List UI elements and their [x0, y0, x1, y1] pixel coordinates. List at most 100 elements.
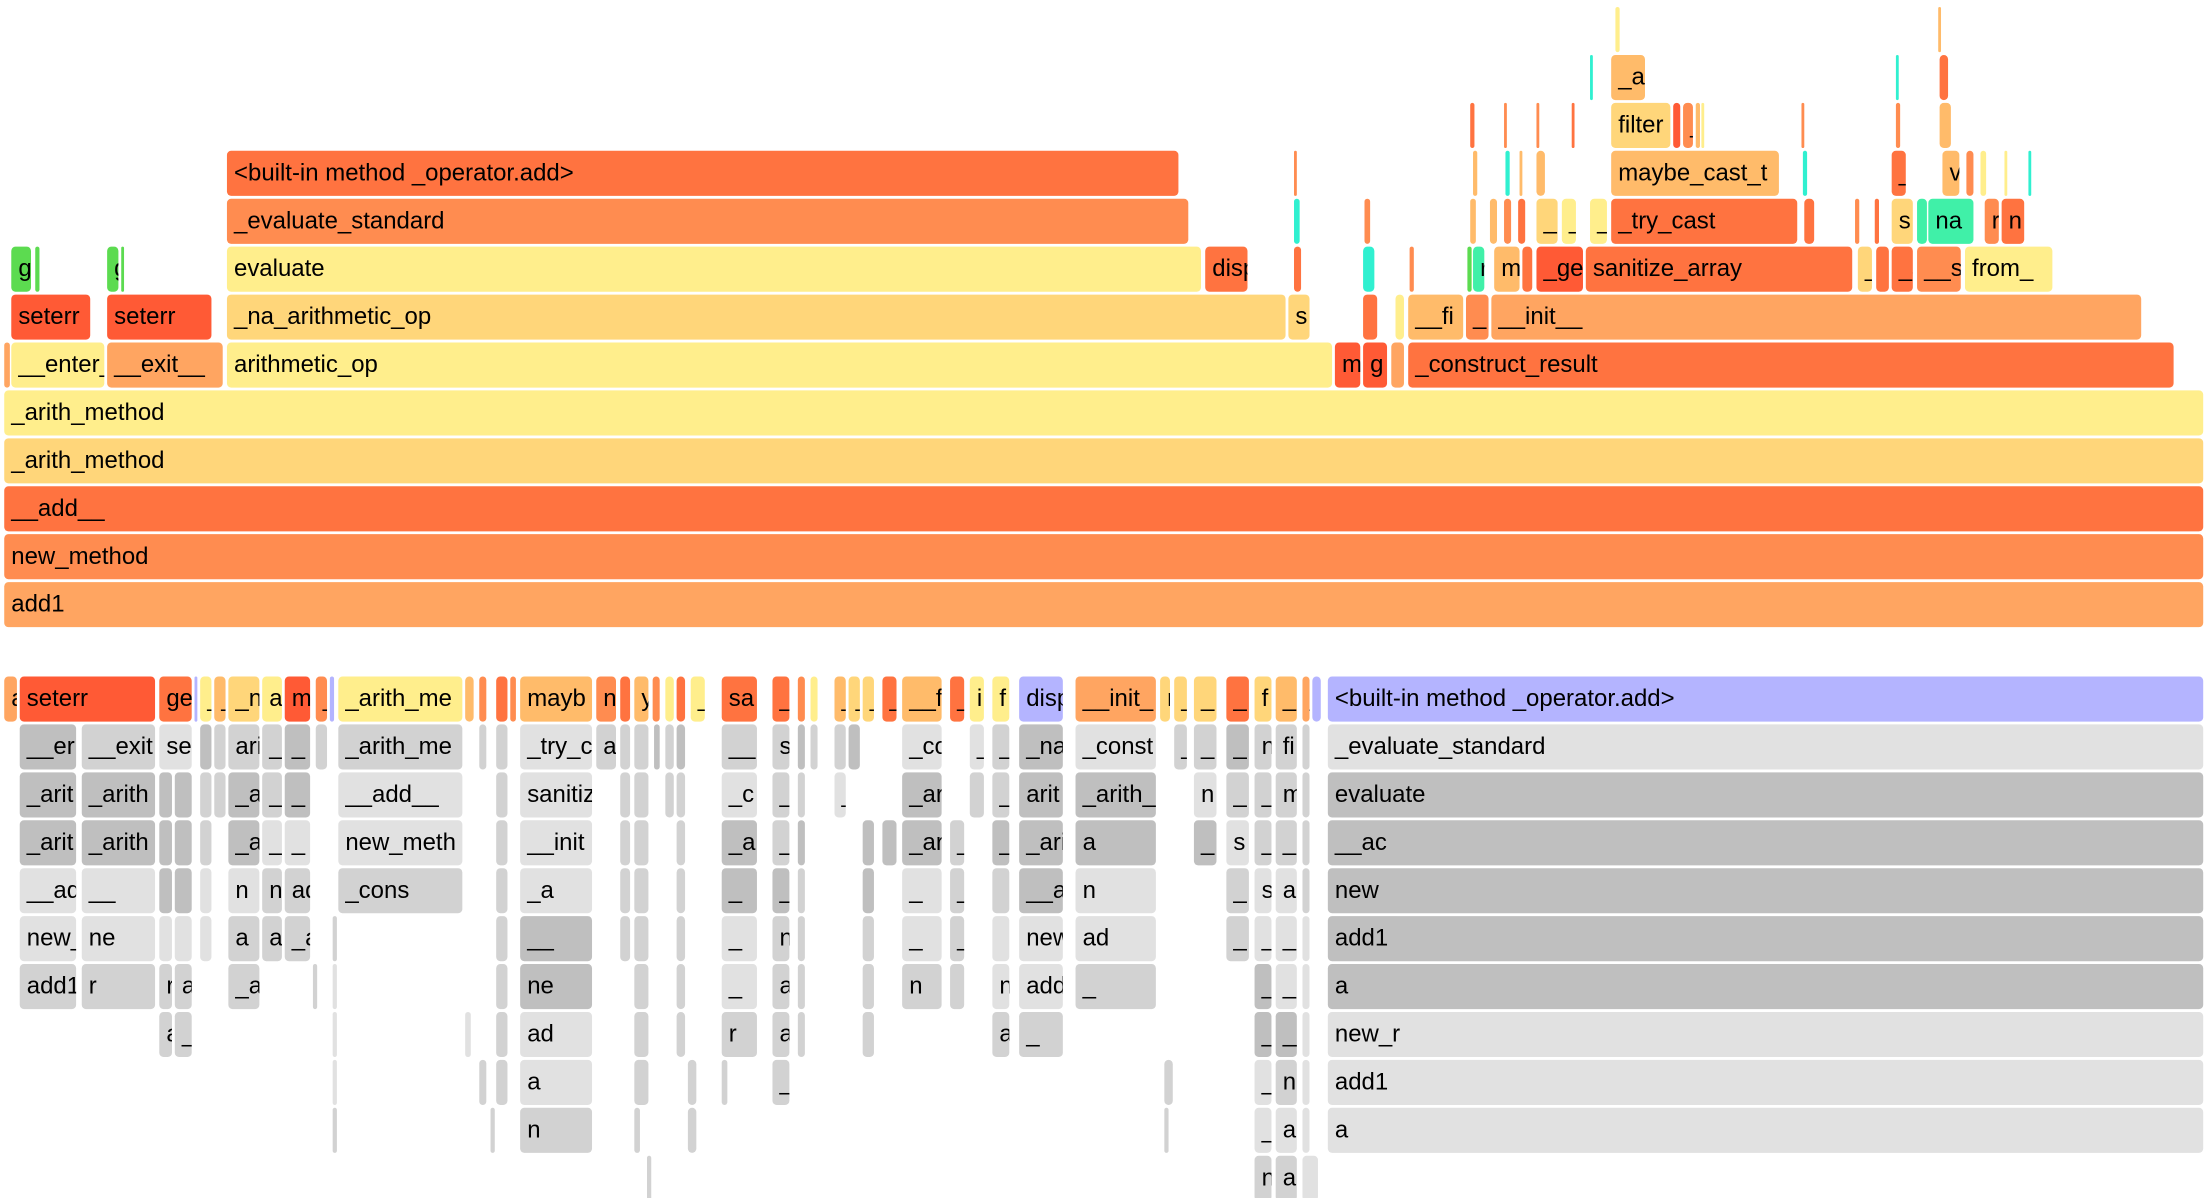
stack-frame[interactable]	[797, 820, 805, 866]
stack-frame[interactable]: __se	[1917, 246, 1961, 292]
stack-frame[interactable]: _	[1226, 724, 1249, 770]
stack-frame[interactable]	[620, 676, 631, 722]
stack-frame[interactable]	[479, 1059, 487, 1105]
stack-frame[interactable]: _arit	[19, 772, 77, 818]
stack-frame[interactable]	[159, 916, 172, 962]
stack-frame[interactable]	[1917, 198, 1927, 244]
stack-frame[interactable]: n	[1254, 1155, 1272, 1198]
stack-frame[interactable]	[1302, 964, 1310, 1010]
stack-frame[interactable]	[1939, 54, 1949, 101]
stack-frame[interactable]	[1470, 102, 1475, 148]
stack-frame[interactable]: <built-in method _operator.add>	[1327, 676, 2204, 722]
stack-frame[interactable]: __init	[520, 820, 593, 866]
stack-frame[interactable]: new	[1327, 868, 2204, 914]
stack-frame[interactable]	[1409, 246, 1414, 292]
stack-frame[interactable]: n	[1254, 724, 1272, 770]
stack-frame[interactable]	[797, 676, 805, 722]
stack-frame[interactable]: g	[107, 246, 119, 292]
stack-frame[interactable]	[1302, 1059, 1310, 1105]
stack-frame[interactable]	[676, 724, 686, 770]
stack-frame[interactable]: _	[1254, 1107, 1272, 1153]
stack-frame[interactable]: _	[1465, 294, 1489, 340]
stack-frame[interactable]: s	[1226, 820, 1249, 866]
stack-frame[interactable]	[1536, 102, 1540, 148]
stack-frame[interactable]	[862, 1011, 874, 1058]
stack-frame[interactable]: __add	[19, 868, 77, 914]
stack-frame[interactable]	[676, 868, 686, 914]
stack-frame[interactable]	[2004, 150, 2008, 196]
stack-frame[interactable]: s	[1254, 868, 1272, 914]
stack-frame[interactable]: _cons	[338, 868, 463, 914]
stack-frame[interactable]: _	[1254, 1059, 1272, 1105]
stack-frame[interactable]	[950, 964, 965, 1010]
stack-frame[interactable]	[634, 724, 649, 770]
stack-frame[interactable]: _	[1193, 820, 1217, 866]
stack-frame[interactable]: r	[159, 964, 172, 1010]
stack-frame[interactable]: seterr	[107, 294, 212, 340]
stack-frame[interactable]	[1536, 150, 1545, 196]
stack-frame[interactable]	[687, 1059, 697, 1105]
stack-frame[interactable]	[620, 772, 631, 818]
stack-frame[interactable]: arit	[1019, 772, 1063, 818]
stack-frame[interactable]: __add__	[338, 772, 463, 818]
stack-frame[interactable]	[620, 916, 631, 962]
stack-frame[interactable]	[332, 1107, 337, 1153]
stack-frame[interactable]: _ar	[950, 868, 965, 914]
stack-frame[interactable]: a	[228, 916, 260, 962]
stack-frame[interactable]: s	[772, 724, 790, 770]
stack-frame[interactable]	[654, 724, 660, 770]
stack-frame[interactable]	[634, 964, 649, 1010]
stack-frame[interactable]: ne	[520, 964, 593, 1010]
stack-frame[interactable]: i	[969, 676, 984, 722]
stack-frame[interactable]	[634, 916, 649, 962]
stack-frame[interactable]: _	[834, 676, 846, 722]
stack-frame[interactable]	[1302, 1107, 1310, 1153]
stack-frame[interactable]: a	[4, 676, 17, 722]
stack-frame[interactable]: add1	[19, 964, 77, 1010]
stack-frame[interactable]: _	[721, 964, 757, 1010]
stack-frame[interactable]	[992, 868, 1010, 914]
stack-frame[interactable]: arithmetic_op	[226, 342, 1333, 388]
stack-frame[interactable]: __adc	[174, 1011, 192, 1058]
stack-frame[interactable]: m	[1275, 772, 1297, 818]
stack-frame[interactable]	[620, 868, 631, 914]
stack-frame[interactable]	[496, 1059, 508, 1105]
stack-frame[interactable]: __add__	[1275, 1011, 1297, 1058]
stack-frame[interactable]: new_r	[1327, 1011, 2204, 1058]
stack-frame[interactable]	[1966, 150, 1974, 196]
stack-frame[interactable]: __exit	[81, 724, 156, 770]
stack-frame[interactable]	[676, 772, 686, 818]
stack-frame[interactable]: _	[1536, 198, 1558, 244]
stack-frame[interactable]	[1312, 676, 1321, 722]
stack-frame[interactable]: ad	[772, 964, 790, 1010]
stack-frame[interactable]	[200, 916, 212, 962]
stack-frame[interactable]	[496, 820, 508, 866]
stack-frame[interactable]	[647, 1155, 652, 1198]
stack-frame[interactable]: seterr	[11, 294, 91, 340]
stack-frame[interactable]: a	[772, 1011, 790, 1058]
stack-frame[interactable]: s	[1288, 294, 1310, 340]
stack-frame[interactable]: n	[262, 868, 282, 914]
stack-frame[interactable]	[214, 724, 226, 770]
stack-frame[interactable]: sa	[721, 676, 757, 722]
stack-frame[interactable]: _arith_method	[4, 438, 2204, 484]
stack-frame[interactable]: f	[1254, 676, 1272, 722]
stack-frame[interactable]: _ar	[902, 772, 942, 818]
stack-frame[interactable]: a	[1327, 1107, 2204, 1153]
stack-frame[interactable]	[510, 676, 516, 722]
stack-frame[interactable]	[634, 1059, 649, 1105]
stack-frame[interactable]: __exit__	[107, 342, 223, 388]
stack-frame[interactable]: _	[315, 676, 328, 722]
stack-frame[interactable]	[329, 676, 335, 722]
stack-frame[interactable]	[1518, 198, 1526, 244]
stack-frame[interactable]: r	[1473, 246, 1485, 292]
stack-frame[interactable]: _const	[1075, 724, 1156, 770]
stack-frame[interactable]: na	[1928, 198, 1974, 244]
stack-frame[interactable]	[200, 772, 212, 818]
stack-frame[interactable]: disp	[1205, 246, 1248, 292]
stack-frame[interactable]: _na	[1019, 724, 1063, 770]
stack-frame[interactable]	[1874, 198, 1879, 244]
stack-frame[interactable]: g	[11, 246, 32, 292]
stack-frame[interactable]: __f	[902, 676, 942, 722]
stack-frame[interactable]: nev	[992, 964, 1010, 1010]
